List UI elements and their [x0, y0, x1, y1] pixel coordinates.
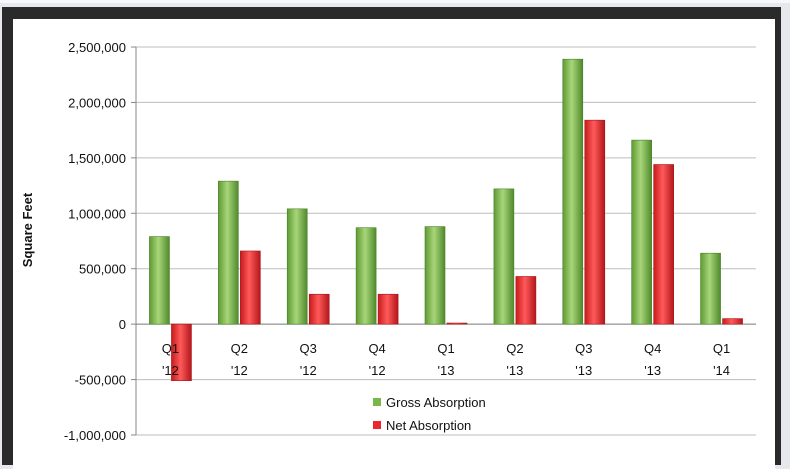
x-tick-label-year: '12: [231, 363, 248, 378]
x-tick-label-quarter: Q4: [368, 341, 385, 356]
bar-net-absorption: [584, 119, 606, 325]
y-tick-label: -500,000: [75, 373, 126, 388]
y-tick-label: 1,500,000: [68, 151, 126, 166]
y-tick-label: 0: [119, 317, 126, 332]
bar-gross-absorption: [700, 252, 721, 325]
x-tick-label-year: '13: [575, 363, 592, 378]
bar-net-absorption: [515, 276, 537, 325]
bar-gross-absorption: [631, 139, 652, 325]
background-stripe: [0, 0, 790, 3]
x-tick-label-quarter: Q2: [231, 341, 248, 356]
legend-label-gross: Gross Absorption: [386, 395, 486, 410]
bar-gross-absorption: [562, 58, 584, 325]
bar-net-absorption: [377, 293, 399, 325]
bars: [149, 58, 743, 381]
bar-net-absorption: [722, 318, 743, 325]
x-tick-label-year: '13: [438, 363, 455, 378]
x-tick-label-quarter: Q3: [575, 341, 592, 356]
x-tick-label-quarter: Q2: [506, 341, 523, 356]
bar-chart: 2,500,000 2,000,000 1,500,000 1,000,000 500,…: [20, 40, 756, 443]
x-tick-label-year: '12: [300, 363, 317, 378]
legend-swatch-net: [373, 421, 381, 429]
x-tick-label-year: '14: [713, 363, 730, 378]
y-tick-label: -1,000,000: [64, 428, 126, 443]
x-tick-label-quarter: Q1: [713, 341, 730, 356]
x-tick-label-year: '12: [162, 363, 179, 378]
bar-gross-absorption: [493, 188, 515, 325]
y-tick-label: 2,000,000: [68, 95, 126, 110]
y-tick-label: 500,000: [79, 262, 126, 277]
bar-gross-absorption: [424, 226, 446, 325]
bar-net-absorption: [308, 293, 330, 325]
y-axis-title: Square Feet: [20, 192, 35, 267]
x-tick-label-quarter: Q1: [162, 341, 179, 356]
gridlines: [136, 46, 756, 436]
bar-gross-absorption: [355, 227, 377, 325]
bar-net-absorption: [653, 164, 674, 325]
bar-gross-absorption: [286, 208, 308, 325]
y-tick-label: 1,000,000: [68, 206, 126, 221]
x-tick-label-quarter: Q1: [437, 341, 454, 356]
x-tick-label-year: '13: [506, 363, 523, 378]
x-tick-label-year: '13: [644, 363, 661, 378]
bar-net-absorption: [240, 250, 261, 325]
legend: Gross Absorption Net Absorption: [373, 395, 486, 433]
bar-gross-absorption: [149, 236, 170, 325]
x-tick-label-quarter: Q3: [300, 341, 317, 356]
y-tick-label: 2,500,000: [68, 40, 126, 55]
bar-net-absorption: [446, 322, 468, 325]
legend-swatch-gross: [373, 398, 381, 406]
x-tick-label-year: '12: [369, 363, 386, 378]
x-tick-label-quarter: Q4: [644, 341, 661, 356]
y-axis-ticks: 2,500,000 2,000,000 1,500,000 1,000,000 500,…: [64, 40, 136, 443]
legend-label-net: Net Absorption: [386, 418, 471, 433]
bar-gross-absorption: [218, 180, 239, 325]
bar-net-absorption: [171, 323, 192, 381]
x-axis-ticks: Q1 '12 Q2 '12 Q3 '12 Q4 '12 Q1 '13 Q2 '13 Q3 '13 Q4 '13…: [162, 341, 730, 378]
